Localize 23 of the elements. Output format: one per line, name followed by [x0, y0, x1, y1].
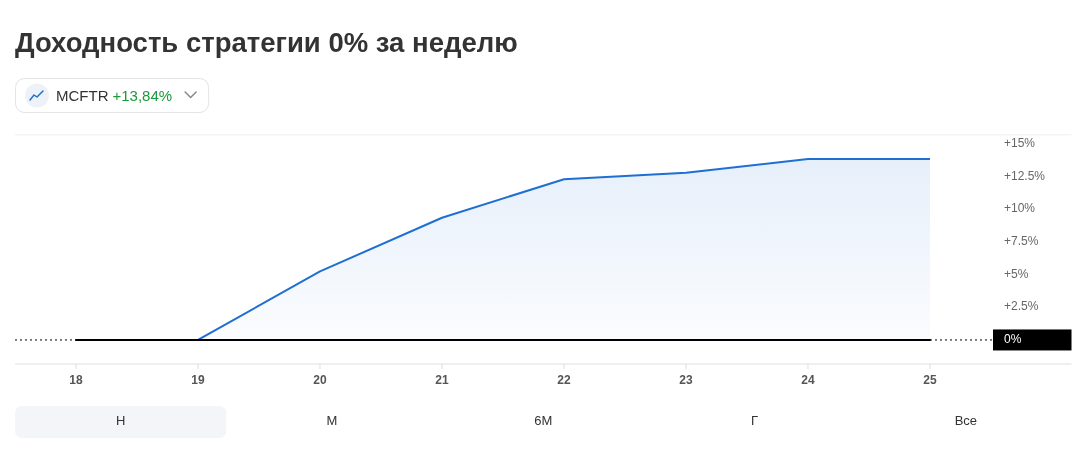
text: Г: [751, 413, 759, 429]
chart-title: Доходность стратегии 0% за неделю: [15, 27, 518, 58]
text: Н: [115, 413, 126, 429]
ref-line-label: 0%: [1004, 332, 1022, 347]
x-tick-label: 24: [801, 373, 815, 387]
text: Все: [954, 413, 978, 429]
y-tick-label: +2.5%: [1004, 299, 1039, 314]
y-tick-label: +12.5%: [1004, 168, 1046, 183]
y-tick-label: +5%: [1004, 266, 1029, 281]
y-tick-label: +7.5%: [1004, 234, 1039, 249]
x-tick-label: 19: [191, 373, 205, 387]
text: +13,84%: [112, 87, 173, 104]
x-tick-label: 23: [679, 373, 693, 387]
x-tick-label: 22: [557, 373, 571, 387]
legend-label: MCFTR: [56, 87, 109, 104]
y-tick-label: +10%: [1004, 201, 1036, 216]
x-tick-label: 18: [69, 373, 83, 387]
x-tick-label: 25: [923, 373, 937, 387]
x-tick-label: 20: [313, 373, 327, 387]
x-tick-label: 21: [435, 373, 449, 387]
text: 6М: [534, 413, 553, 429]
y-tick-label: +15%: [1004, 136, 1036, 151]
text: М: [326, 413, 338, 429]
